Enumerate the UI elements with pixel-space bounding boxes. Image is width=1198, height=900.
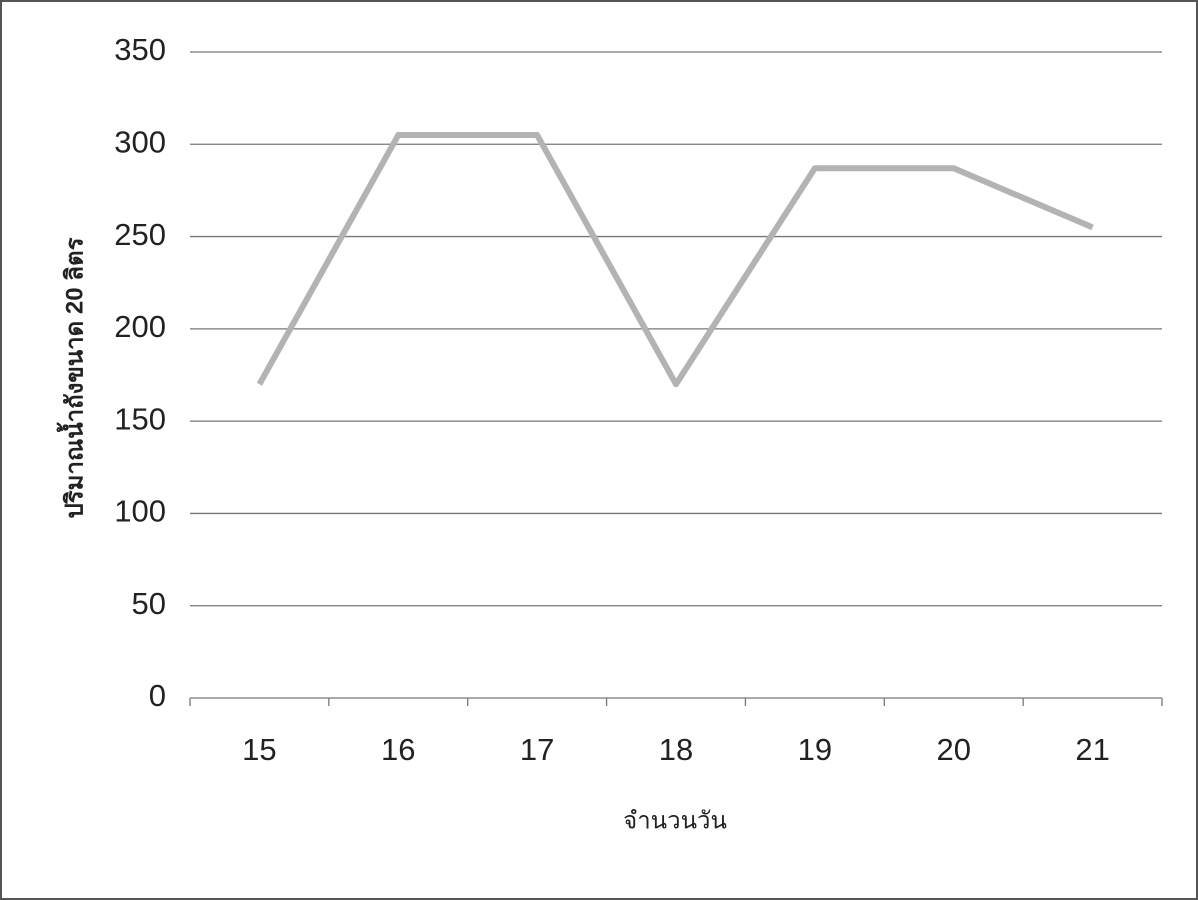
y-tick-label: 250 [114,217,166,252]
x-tick-label: 18 [659,732,693,767]
chart: จำนวนวัน ปริมาณน้ำถังขนาด 20 ลิตร 050100… [0,0,1198,900]
x-tick-label: 19 [798,732,832,767]
y-tick-label: 0 [149,678,166,713]
y-tick-label: 300 [114,124,166,159]
x-tick-label: 20 [936,732,970,767]
y-tick-label: 350 [114,32,166,67]
x-axis-label: จำนวนวัน [623,807,727,834]
x-tick-label: 17 [520,732,554,767]
x-tick-label: 15 [242,732,276,767]
y-tick-label: 200 [114,309,166,344]
chart-border [1,1,1197,899]
page: จำนวนวัน ปริมาณน้ำถังขนาด 20 ลิตร 050100… [0,0,1198,900]
y-tick-label: 50 [132,586,166,621]
y-tick-label: 100 [114,494,166,529]
y-tick-label: 150 [114,401,166,436]
x-tick-label: 16 [381,732,415,767]
x-tick-label: 21 [1075,732,1109,767]
